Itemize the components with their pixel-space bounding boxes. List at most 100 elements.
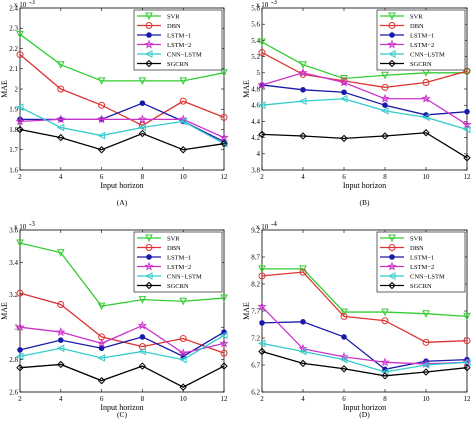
data-point [258,347,266,356]
legend-entry: DBN [137,244,181,252]
data-point [15,116,25,126]
x-tick-label: 10 [423,395,431,403]
data-point [98,345,105,352]
legend-marker [389,32,395,38]
data-point [462,119,472,129]
data-point [381,317,389,325]
data-point [463,154,471,162]
data-point [258,130,266,139]
data-point [258,38,266,47]
legend-marker [388,244,396,251]
legend-marker [389,254,395,260]
legend-entry: SVR [380,12,423,20]
x-tick-label: 2 [260,395,264,403]
data-point [340,312,348,320]
y-exponent-power: -4 [271,220,277,228]
legend-marker [145,12,153,21]
y-axis-title: MAE [0,302,9,320]
legend-entry: LSTM−1 [137,254,191,261]
data-point [381,308,389,317]
y-axis-title: MAE [0,80,9,98]
data-point [56,327,66,337]
y-tick-label: 1.9 [9,106,18,114]
y-tick-label: 8.2 [251,280,260,288]
data-point [422,129,430,137]
data-point [179,355,187,364]
data-point [462,125,471,134]
data-point [98,101,106,109]
data-point [58,337,64,343]
legend-entry: LSTM−1 [380,32,434,39]
data-point [179,117,187,126]
data-point [137,320,148,330]
legend-marker [146,254,152,260]
legend-label: CNN−LSTM [167,273,202,280]
data-point [97,77,106,86]
legend-entry: SGCRN [137,59,189,68]
x-tick-label: 4 [301,173,305,181]
y-axis-title: MAE [242,80,251,98]
y-exponent-power: -3 [29,0,35,6]
y-tick-label: 1.7 [9,146,18,154]
series-line [261,342,468,373]
legend-marker [145,244,153,251]
x-tick-label: 8 [141,395,145,403]
legend-label: SVR [410,235,423,242]
legend-entry: SVR [137,12,180,21]
x-tick-label: 12 [221,395,229,403]
legend-frame [376,231,466,293]
data-point [422,79,430,87]
series-line [261,306,468,365]
data-point [300,319,306,325]
y-tick-label: 2.2 [9,45,18,53]
data-point [299,265,307,273]
series-line [19,363,225,388]
series-group [16,289,228,357]
y-tick-label: 2.4 [9,4,18,12]
x-tick-label: 10 [423,173,431,181]
x-tick-label: 4 [301,395,305,403]
data-point [299,268,307,276]
series-group [257,339,471,376]
series-line [19,54,225,127]
data-point [381,83,389,91]
legend-marker [387,39,397,49]
data-point [97,302,106,311]
y-tick-label: 6.7 [251,361,260,369]
y-tick-label: 1.6 [9,166,18,174]
data-point [382,102,388,108]
legend-entry: CNN−LSTM [137,50,202,58]
data-point [299,359,307,368]
series-line [19,331,225,358]
x-tick-label: 2 [18,395,22,403]
legend-entry: DBN [137,22,181,30]
y-tick-label: 5.8 [251,4,260,12]
legend-frame [133,231,223,293]
y-tick-label: 2.6 [9,388,18,396]
legend: SVR DBN LSTM−1 LSTM−2 CNN−LSTM SGCRN [133,9,223,71]
data-point [299,132,307,140]
series-group [257,67,472,129]
data-point [464,108,470,115]
x-tick-label: 4 [59,395,63,403]
legend-frame [133,9,223,71]
y-axis-title: MAE [242,302,251,320]
series-group [258,347,471,380]
legend-marker [388,234,396,243]
y-tick-label: 2.3 [9,25,18,33]
data-point [259,320,265,326]
series-group [259,82,470,118]
data-point [97,131,106,140]
legend-label: DBN [167,23,181,30]
legend-marker [146,32,152,38]
y-tick-label: 5.4 [251,37,260,45]
data-point [300,87,306,93]
data-point [258,265,266,273]
data-point [137,114,148,124]
data-point [257,80,267,89]
legend-entry: LSTM−2 [137,39,191,49]
data-point [56,344,65,353]
data-point [97,146,106,154]
legend-label: SVR [167,13,180,20]
y-tick-label: 4.6 [251,102,260,110]
